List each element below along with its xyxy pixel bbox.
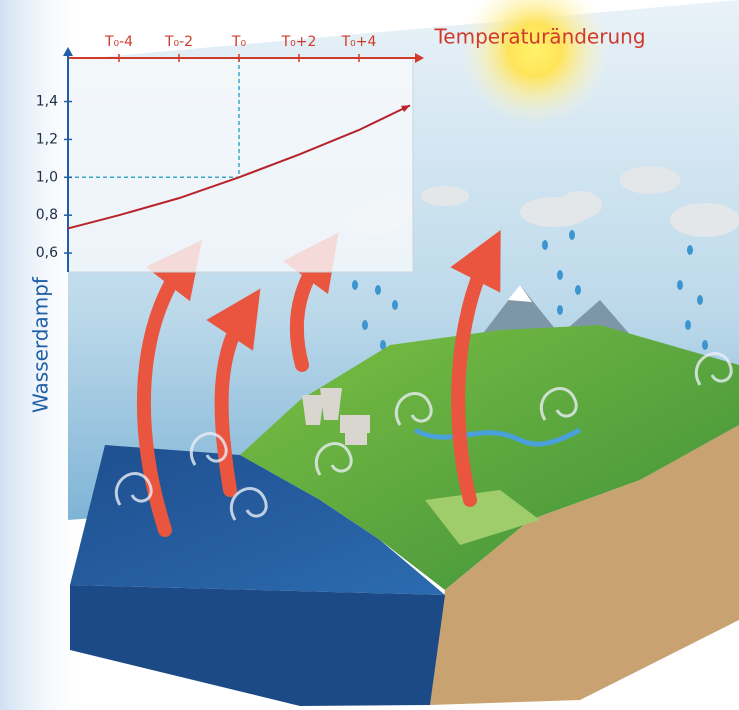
snow — [508, 285, 532, 302]
x-tick-label: T₀-2 — [164, 34, 193, 50]
river — [413, 427, 582, 447]
x-axis-label: Temperaturänderung — [433, 25, 645, 49]
x-tick-label: T₀+2 — [281, 34, 317, 50]
x-tick-label: T₀ — [231, 34, 247, 50]
fields — [425, 490, 540, 545]
sea-top — [70, 445, 445, 595]
y-tick-label: 1,4 — [36, 94, 58, 110]
data-line — [67, 104, 411, 230]
y-tick-label: 0,6 — [36, 245, 58, 261]
land — [240, 325, 739, 590]
x-tick-label: T₀+4 — [341, 34, 377, 50]
clouds — [345, 166, 739, 237]
rain — [352, 230, 708, 377]
y-tick-label: 1,2 — [36, 131, 58, 147]
x-axis-arrow — [415, 53, 424, 63]
y-axis-label: Wasserdampf — [29, 276, 53, 413]
sun — [460, 0, 610, 125]
line-arrowhead — [401, 105, 410, 113]
vapor-swirls — [114, 352, 733, 521]
chart-panel — [67, 57, 414, 273]
y-axis-arrow — [63, 47, 73, 56]
x-tick-label: T₀-4 — [104, 34, 133, 50]
sea-front — [70, 585, 445, 706]
y-tick-label: 0,8 — [36, 207, 58, 223]
y-tick-label: 1,0 — [36, 169, 58, 185]
power-plant — [302, 388, 370, 445]
soil — [430, 425, 739, 705]
